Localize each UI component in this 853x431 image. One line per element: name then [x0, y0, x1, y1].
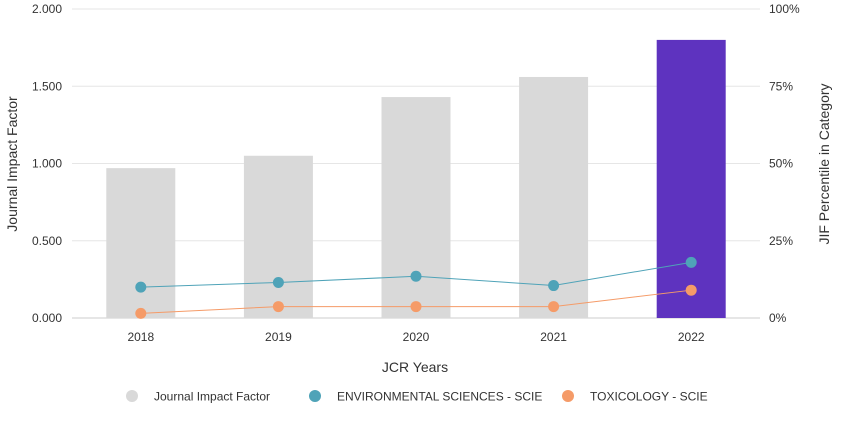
series-point — [135, 307, 147, 319]
y-axis-left-title: Journal Impact Factor — [4, 96, 20, 232]
legend-item-toxicology[interactable]: TOXICOLOGY - SCIE — [562, 390, 708, 404]
y-left-tick-label: 1.000 — [32, 157, 62, 171]
legend-marker-journal-impact-factor — [126, 390, 138, 402]
legend-label-journal-impact-factor: Journal Impact Factor — [154, 390, 270, 404]
y-left-tick-label: 0.000 — [32, 311, 62, 325]
x-tick-label: 2019 — [265, 330, 292, 344]
bar — [106, 168, 176, 318]
series-lines — [135, 256, 697, 319]
x-axis-title: JCR Years — [382, 359, 448, 375]
series-point — [685, 256, 697, 268]
y-right-tick-label: 0% — [769, 311, 787, 325]
series-point — [410, 301, 422, 313]
series-point — [548, 280, 560, 292]
y-right-tick-label: 75% — [769, 79, 793, 93]
legend-item-journal-impact-factor[interactable]: Journal Impact Factor — [126, 390, 270, 404]
bar — [243, 155, 313, 318]
series-point — [410, 270, 422, 282]
y-right-tick-label: 50% — [769, 157, 793, 171]
x-tick-label: 2021 — [540, 330, 567, 344]
legend-marker-environmental-sciences — [309, 390, 321, 402]
legend-item-environmental-sciences[interactable]: ENVIRONMENTAL SCIENCES - SCIE — [309, 390, 542, 404]
axis-ticks: 0.000 0% 0.500 25% 1.000 50% 1.500 75% 2.000 100%… — [32, 2, 800, 344]
x-tick-label: 2020 — [403, 330, 430, 344]
bar — [656, 39, 726, 319]
legend-label-toxicology: TOXICOLOGY - SCIE — [590, 390, 708, 404]
series-point — [685, 284, 697, 296]
x-tick-label: 2022 — [678, 330, 705, 344]
y-right-tick-label: 25% — [769, 234, 793, 248]
y-left-tick-label: 2.000 — [32, 2, 62, 16]
legend: Journal Impact Factor ENVIRONMENTAL SCIE… — [126, 390, 708, 404]
y-right-tick-label: 100% — [769, 2, 800, 16]
series-point — [272, 301, 284, 313]
y-left-tick-label: 0.500 — [32, 234, 62, 248]
legend-label-environmental-sciences: ENVIRONMENTAL SCIENCES - SCIE — [337, 390, 542, 404]
bar — [381, 97, 451, 318]
bar — [519, 76, 589, 318]
y-left-tick-label: 1.500 — [32, 79, 62, 93]
x-tick-label: 2018 — [127, 330, 154, 344]
series-point — [272, 276, 284, 288]
y-axis-right-title: JIF Percentile in Category — [816, 83, 832, 244]
series-point — [548, 301, 560, 313]
legend-marker-toxicology — [562, 390, 574, 402]
series-point — [135, 281, 147, 293]
